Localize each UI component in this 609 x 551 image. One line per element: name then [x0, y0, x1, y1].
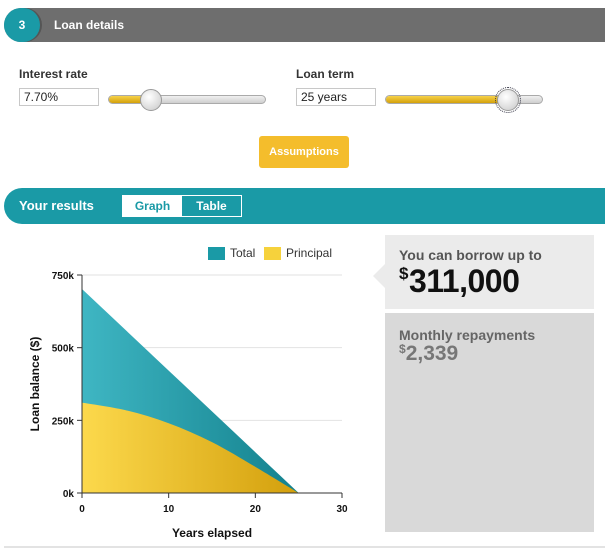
legend-label: Total	[230, 246, 256, 260]
section-title: Loan details	[54, 18, 125, 32]
repayments-label: Monthly repayments	[399, 327, 536, 343]
borrow-amount: $311,000	[399, 263, 520, 300]
legend-swatch	[264, 246, 281, 260]
slider-handle[interactable]	[139, 89, 162, 111]
x-axis-label: Years elapsed	[172, 526, 252, 540]
interest-rate-input[interactable]	[19, 88, 99, 106]
tab-table[interactable]: Table	[196, 199, 227, 213]
y-tick-label: 500k	[52, 344, 75, 355]
series-area-principal	[82, 402, 299, 493]
repayments-value: 2,339	[405, 342, 459, 365]
x-tick-label: 30	[336, 504, 348, 515]
legend-swatch	[208, 246, 225, 260]
interest-rate-label: Interest rate	[19, 67, 88, 81]
loan-term-label: Loan term	[296, 67, 355, 81]
legend-item-principal: Principal	[264, 246, 332, 260]
results-title: Your results	[19, 198, 94, 213]
x-tick-label: 0	[79, 504, 85, 515]
currency-symbol: $	[399, 264, 408, 283]
view-toggle: Graph Table	[122, 195, 242, 217]
x-tick-label: 20	[250, 504, 262, 515]
y-axis-label: Loan balance ($)	[28, 337, 42, 432]
assumptions-button[interactable]: Assumptions	[259, 136, 349, 168]
x-tick-label: 10	[163, 504, 175, 515]
chart-axes: 0k 250k 500k 750k 0 10 20 30	[52, 271, 348, 515]
legend-item-total: Total	[208, 246, 255, 260]
slider-handle[interactable]	[495, 87, 522, 113]
bottom-divider	[4, 546, 605, 548]
tab-graph[interactable]: Graph	[123, 196, 182, 216]
slider-track	[385, 95, 543, 104]
loan-details-header: 3 Loan details	[4, 8, 605, 42]
results-header: Your results Graph Table	[4, 188, 605, 224]
repayments-amount: $2,339	[399, 342, 458, 366]
borrow-label: You can borrow up to	[399, 247, 542, 263]
interest-rate-slider[interactable]	[108, 89, 266, 111]
currency-symbol: $	[399, 342, 406, 356]
y-tick-label: 750k	[52, 271, 75, 282]
slider-fill	[109, 96, 152, 103]
y-tick-label: 250k	[52, 416, 75, 427]
loan-term-input[interactable]	[296, 88, 376, 106]
legend-label: Principal	[286, 246, 333, 260]
loan-balance-chart: 0k 250k 500k 750k 0 10 20 30 Years elapsed Loan…	[28, 271, 348, 540]
loan-term-slider[interactable]	[385, 87, 543, 113]
step-number-badge: 3	[4, 8, 40, 42]
borrow-amount-card: You can borrow up to $311,000	[373, 235, 594, 309]
monthly-repayments-card: Monthly repayments $2,339	[385, 313, 594, 532]
borrow-value: 311,000	[408, 263, 520, 299]
y-tick-label: 0k	[63, 489, 75, 500]
slider-fill	[386, 96, 508, 103]
slider-track	[108, 95, 266, 104]
